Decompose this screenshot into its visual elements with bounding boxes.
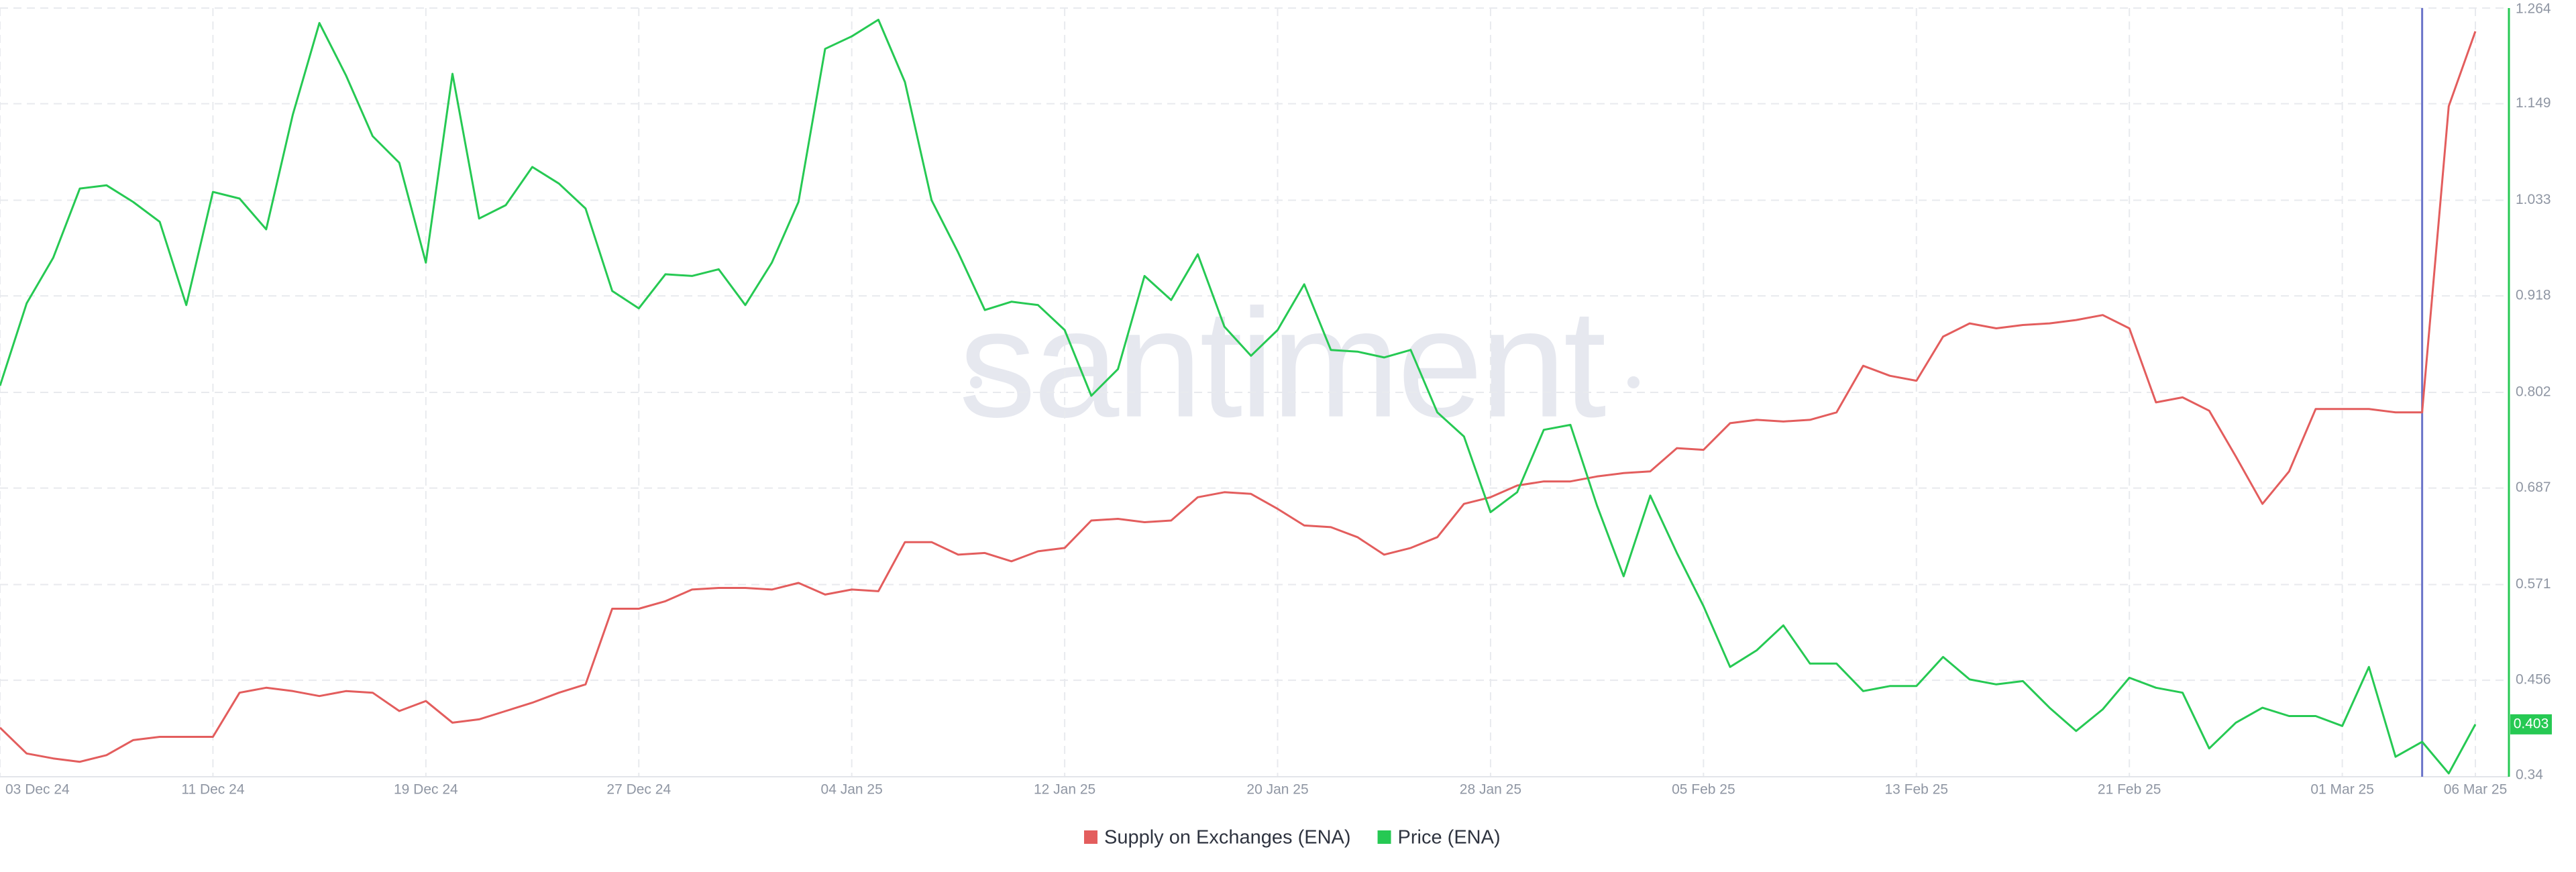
watermark-dot: [970, 376, 982, 388]
x-tick-label: 28 Jan 25: [1460, 782, 1521, 798]
watermark-dot: [1627, 376, 1640, 388]
x-tick-label: 20 Jan 25: [1246, 782, 1308, 798]
x-tick-label: 01 Mar 25: [2310, 782, 2374, 798]
last-value-badge: [2510, 714, 2552, 734]
legend-swatch: [1084, 830, 1097, 844]
y-tick-label: 0.918: [2516, 288, 2551, 303]
last-value-label: 0.403: [2514, 716, 2549, 731]
x-tick-label: 19 Dec 24: [394, 782, 458, 798]
legend-label: Price (ENA): [1398, 827, 1501, 849]
data-line: [0, 31, 2477, 763]
x-tick-label: 04 Jan 25: [821, 782, 883, 798]
x-tick-label: 21 Feb 25: [2098, 782, 2161, 798]
data-line: [0, 18, 2477, 775]
x-tick-label: 13 Feb 25: [1884, 782, 1948, 798]
y-tick-label: 0.34: [2516, 767, 2543, 783]
y-tick-label: 1.264: [2516, 1, 2551, 17]
x-tick-label: 11 Dec 24: [181, 782, 244, 798]
y-tick-label: 0.571: [2516, 576, 2551, 592]
y-tick-label: 1.033: [2516, 192, 2551, 207]
y-tick-label: 0.687: [2516, 480, 2551, 495]
watermark: santiment: [959, 277, 1605, 449]
legend-label: Supply on Exchanges (ENA): [1104, 827, 1351, 849]
x-tick-label: 05 Feb 25: [1672, 782, 1735, 798]
y-tick-label: 1.149: [2516, 95, 2551, 111]
x-tick-label: 27 Dec 24: [606, 782, 671, 798]
x-tick-label: 03 Dec 24: [5, 782, 70, 798]
x-tick-label: 06 Mar 25: [2444, 782, 2508, 798]
legend-swatch: [1377, 830, 1391, 844]
y-tick-label: 0.802: [2516, 384, 2551, 400]
y-tick-label: 0.456: [2516, 672, 2551, 688]
x-tick-label: 12 Jan 25: [1034, 782, 1095, 798]
